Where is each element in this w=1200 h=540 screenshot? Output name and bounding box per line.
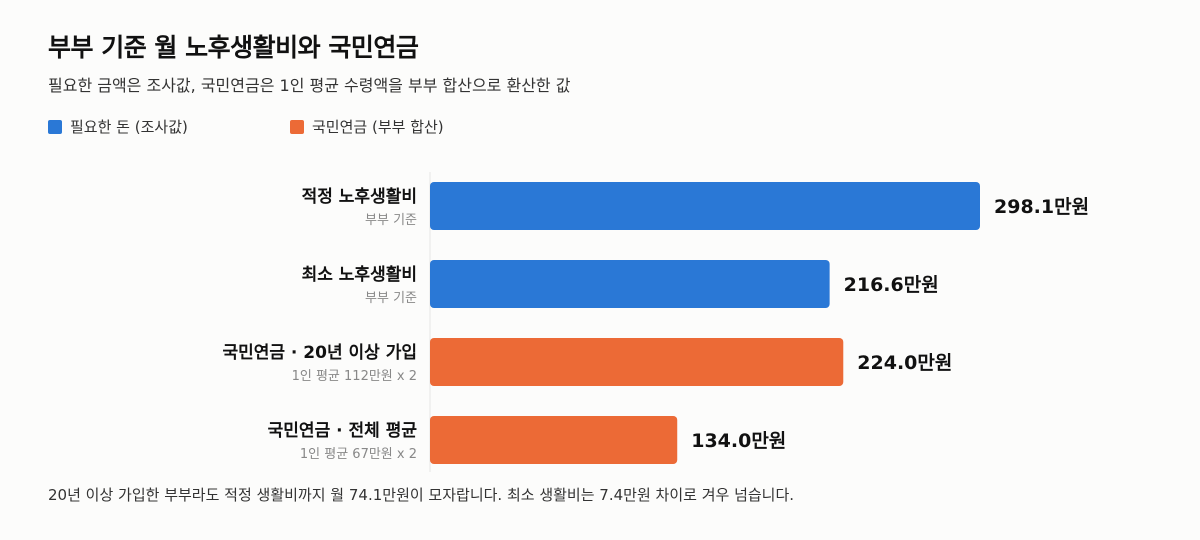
legend-item-pension: 국민연금 (부부 합산) [290,116,444,137]
value-label-3: 134.0만원 [691,430,786,452]
category-sublabel-0: 부부 기준 [365,213,417,228]
value-label-0: 298.1만원 [994,196,1089,218]
legend-item-needed: 필요한 돈 (조사값) [48,116,188,137]
category-sublabel-3: 1인 평균 67만원 x 2 [300,447,417,462]
value-label-2: 224.0만원 [857,352,952,374]
category-label-1: 최소 노후생활비 [302,264,417,285]
value-label-1: 216.6만원 [844,274,939,296]
bar-0 [430,182,980,230]
bar-2 [430,338,844,386]
legend-label-pension: 국민연금 (부부 합산) [312,118,444,136]
bar-3 [430,416,678,464]
footnote: 20년 이상 가입한 부부라도 적정 생활비까지 월 74.1만원이 모자랍니다… [48,486,795,504]
category-sublabel-2: 1인 평균 112만원 x 2 [292,369,417,384]
legend-swatch-needed [48,119,62,134]
category-sublabel-1: 부부 기준 [365,291,417,306]
bar-1 [430,260,830,308]
legend-swatch-pension [290,119,304,134]
category-label-0: 적정 노후생활비 [302,186,417,207]
legend-label-needed: 필요한 돈 (조사값) [70,118,188,136]
category-label-3: 국민연금 · 전체 평균 [268,421,418,441]
chart-subtitle: 필요한 금액은 조사값, 국민연금은 1인 평균 수령액을 부부 합산으로 환산… [48,76,571,95]
chart-title: 부부 기준 월 노후생활비와 국민연금 [48,33,419,62]
category-label-2: 국민연금 · 20년 이상 가입 [222,343,417,363]
